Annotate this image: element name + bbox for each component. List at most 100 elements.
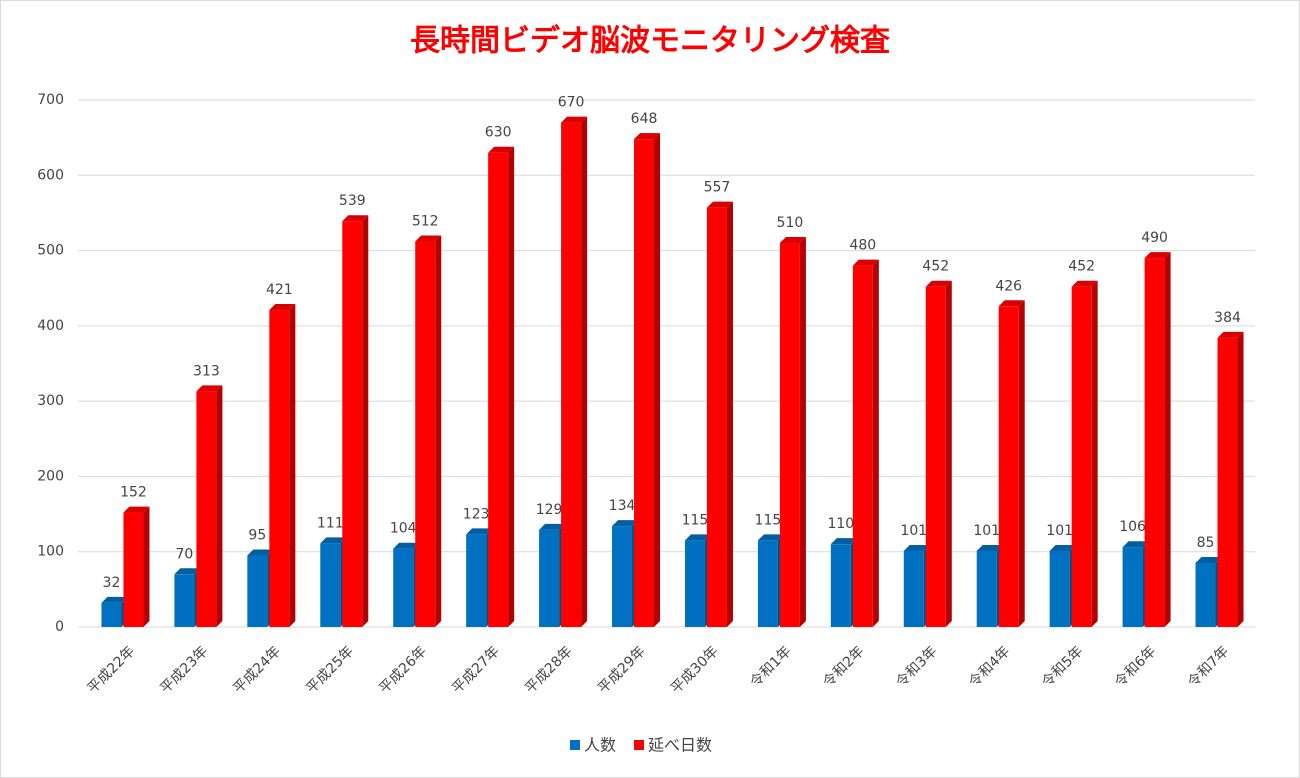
bar (1195, 563, 1216, 627)
bar-top (976, 544, 1003, 551)
bar (1122, 547, 1143, 627)
bar (706, 207, 727, 627)
data-label: 313 (193, 363, 220, 379)
data-label: 101 (900, 523, 927, 539)
bar-side (143, 506, 150, 627)
bar-top (539, 523, 566, 530)
bar (634, 139, 655, 628)
bar-side (216, 385, 223, 627)
bar (415, 241, 436, 627)
bar-top (561, 116, 588, 123)
data-label: 115 (755, 512, 782, 528)
legend-swatch (634, 740, 645, 750)
legend-label: 人数 (584, 736, 616, 755)
legend-swatch (570, 740, 580, 750)
data-label: 110 (827, 516, 854, 532)
bar-side (508, 146, 515, 627)
bar-side (1237, 331, 1244, 627)
bar-top (320, 537, 347, 544)
bar-top (123, 506, 150, 513)
bar (1071, 286, 1092, 627)
data-label: 452 (922, 259, 949, 275)
bar (925, 286, 946, 627)
bar-top (196, 385, 223, 392)
bar-side (654, 133, 661, 628)
data-label: 134 (609, 498, 636, 514)
data-label: 101 (1046, 523, 1073, 539)
bar-side (362, 215, 369, 627)
bar (342, 221, 363, 627)
bar-top (174, 568, 201, 575)
data-label: 480 (849, 238, 876, 254)
data-label: 70 (175, 546, 193, 562)
bar-side (1164, 252, 1171, 627)
bar (1049, 550, 1070, 627)
data-label: 510 (777, 215, 804, 231)
data-label: 648 (631, 111, 658, 127)
bar (684, 540, 705, 627)
bar-top (488, 146, 515, 153)
bar-side (435, 235, 442, 627)
bar-side (1091, 280, 1098, 627)
data-label: 104 (390, 521, 417, 537)
bar (830, 544, 851, 627)
bar-top (998, 300, 1025, 307)
bar (976, 550, 997, 627)
data-label: 115 (682, 512, 709, 528)
data-label: 421 (266, 282, 293, 298)
data-label: 630 (485, 125, 512, 141)
data-label: 106 (1119, 519, 1146, 535)
bar (852, 265, 873, 627)
bar (757, 540, 778, 627)
bar-top (1049, 544, 1076, 551)
bar-top (852, 259, 879, 266)
chart-title: 長時間ビデオ脳波モニタリング検査 (410, 24, 890, 59)
bar (269, 310, 290, 627)
bar (779, 243, 800, 628)
bar-side (945, 280, 952, 627)
bar-top (1071, 280, 1098, 287)
data-label: 123 (463, 506, 490, 522)
data-label: 384 (1214, 310, 1241, 326)
bar (998, 306, 1019, 627)
bar (1144, 258, 1165, 627)
bar-top (1217, 331, 1244, 338)
data-label: 152 (120, 485, 147, 501)
bar-top (684, 534, 711, 541)
data-label: 452 (1068, 259, 1095, 275)
y-tick-label: 400 (37, 318, 64, 334)
bar-top (1122, 541, 1149, 548)
bar (612, 526, 633, 627)
bar (393, 548, 414, 627)
y-tick-label: 700 (37, 92, 64, 108)
data-label: 557 (704, 180, 731, 196)
bar-top (634, 133, 661, 140)
y-tick-label: 0 (55, 619, 64, 635)
bar-top (247, 549, 274, 556)
bar (488, 152, 509, 627)
data-label: 111 (317, 515, 344, 531)
data-label: 101 (973, 523, 1000, 539)
y-tick-label: 200 (37, 468, 64, 484)
bar (539, 529, 560, 627)
bar (320, 543, 341, 627)
y-tick-label: 600 (37, 167, 64, 183)
bar-side (289, 304, 296, 627)
bar (196, 391, 217, 627)
data-label: 512 (412, 214, 439, 230)
bar (903, 550, 924, 627)
y-tick-label: 100 (37, 544, 64, 560)
bar (1217, 337, 1238, 627)
bar-top (612, 520, 639, 527)
data-label: 490 (1141, 230, 1168, 246)
bar-side (872, 259, 879, 627)
bar-top (830, 538, 857, 545)
bar-side (581, 116, 588, 627)
data-label: 95 (248, 527, 266, 543)
data-label: 85 (1197, 535, 1215, 551)
y-tick-label: 300 (37, 393, 64, 409)
bar (123, 512, 144, 627)
bar-top (415, 235, 442, 242)
bar (101, 602, 122, 627)
bar (247, 555, 268, 627)
